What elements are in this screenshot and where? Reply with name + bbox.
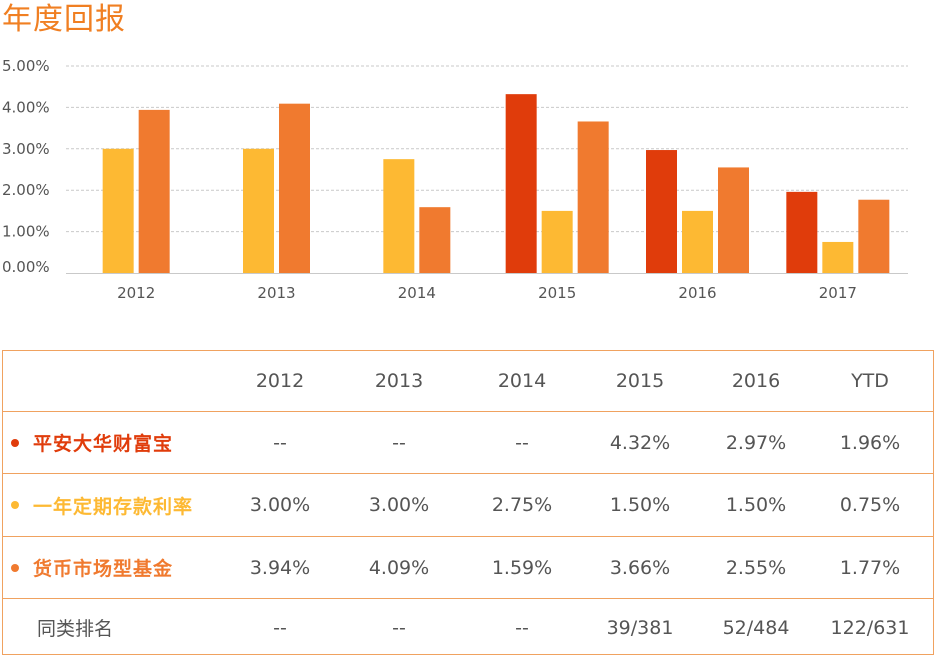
table-header-cell: 2014: [497, 370, 547, 392]
table-cell: 1.59%: [491, 556, 553, 579]
bar-2013-series-1: [243, 148, 274, 273]
legend-dot-icon: [11, 501, 19, 509]
table-header-cell: YTD: [851, 370, 889, 392]
y-tick-label: 5.00%: [2, 57, 50, 75]
table-cell: 39/381: [606, 616, 674, 639]
table-cell: 3.94%: [249, 556, 311, 579]
y-tick-label: 0.00%: [2, 258, 50, 276]
table-cell: --: [515, 431, 529, 454]
table-cell: --: [392, 616, 406, 639]
bar-2017-series-2: [858, 199, 890, 273]
x-tick-label: 2012: [117, 284, 155, 302]
row-label: 货币市场型基金: [3, 537, 243, 598]
table-cell: --: [515, 616, 529, 639]
row-label-text: 货币市场型基金: [33, 558, 174, 580]
table-header-row: 2012 2013 2014 2015 2016 YTD: [3, 351, 933, 411]
table-cell: 1.50%: [609, 494, 671, 516]
bar-2015-series-2: [577, 121, 609, 273]
table-cell: 2.55%: [725, 556, 787, 579]
y-tick-label: 1.00%: [2, 223, 50, 241]
bar-2012-series-1: [102, 148, 134, 273]
table-cell: 4.32%: [609, 431, 671, 454]
table-cell: 1.77%: [839, 556, 901, 579]
x-tick-label: 2016: [678, 284, 716, 302]
bar-2017-series-0: [786, 191, 818, 273]
table-header-cell: 2016: [731, 370, 781, 392]
table-row: 平安大华财富宝 -- -- -- 4.32% 2.97% 1.96%: [3, 411, 933, 473]
legend-dot-icon: [11, 563, 19, 572]
table-header-cell: 2013: [374, 370, 424, 392]
table-cell: 52/484: [722, 616, 790, 639]
x-tick-label: 2015: [538, 284, 576, 302]
bar-2017-series-1: [822, 241, 854, 273]
table-cell: 1.50%: [725, 494, 787, 516]
bar-2016-series-2: [718, 167, 749, 273]
annual-return-table: 2012 2013 2014 2015 2016 YTD 平安大华财富宝 -- -- -- 4.32…: [2, 350, 934, 655]
bar-2015-series-0: [505, 94, 537, 273]
x-tick-label: 2013: [257, 284, 295, 302]
table-cell: 1.96%: [839, 431, 901, 454]
y-tick-label: 4.00%: [2, 98, 50, 116]
table-cell: 3.00%: [368, 494, 430, 516]
annual-return-bar-chart: 0.00% 1.00% 2.00% 3.00% 4.00% 5.00% 2012 2013 20…: [2, 57, 908, 302]
bar-2014-series-2: [419, 207, 451, 273]
row-label: 同类排名: [3, 599, 243, 656]
table-cell: 3.66%: [609, 556, 671, 579]
table-row: 货币市场型基金 3.94% 4.09% 1.59% 3.66% 2.55% 1.77%: [3, 536, 933, 598]
table-cell: 0.75%: [839, 494, 901, 516]
x-tick-label: 2017: [819, 284, 857, 302]
table-cell: --: [273, 616, 287, 639]
table-cell: 122/631: [830, 616, 910, 639]
table-header-cell: 2012: [255, 370, 305, 392]
row-label-text: 一年定期存款利率: [33, 495, 194, 518]
bar-2015-series-1: [541, 210, 573, 273]
table-cell: --: [273, 431, 287, 454]
bar-2014-series-1: [383, 159, 415, 273]
table-row: 一年定期存款利率 3.00% 3.00% 2.75% 1.50% 1.50% 0.75%: [3, 473, 933, 536]
legend-dot-icon: [11, 438, 19, 447]
table-header-cell: 2015: [615, 370, 665, 392]
row-label-text: 平安大华财富宝: [33, 433, 174, 455]
table-cell: --: [392, 431, 406, 454]
table-cell: 3.00%: [249, 494, 311, 516]
row-label: 一年定期存款利率: [3, 474, 243, 536]
bar-2012-series-2: [138, 109, 170, 273]
row-label-text: 同类排名: [37, 618, 114, 640]
y-tick-label: 2.00%: [2, 181, 50, 199]
table-cell: 2.75%: [491, 494, 553, 516]
table-cell: 4.09%: [368, 556, 430, 579]
x-tick-label: 2014: [398, 284, 436, 302]
table-row: 同类排名 -- -- -- 39/381 52/484 122/631: [3, 598, 933, 656]
bar-2013-series-2: [279, 103, 310, 273]
y-tick-label: 3.00%: [2, 140, 50, 158]
table-cell: 2.97%: [725, 431, 787, 454]
bar-2016-series-1: [682, 210, 713, 273]
page-title: 年度回报: [2, 2, 126, 37]
row-label: 平安大华财富宝: [3, 412, 243, 473]
bar-2016-series-0: [646, 150, 677, 273]
